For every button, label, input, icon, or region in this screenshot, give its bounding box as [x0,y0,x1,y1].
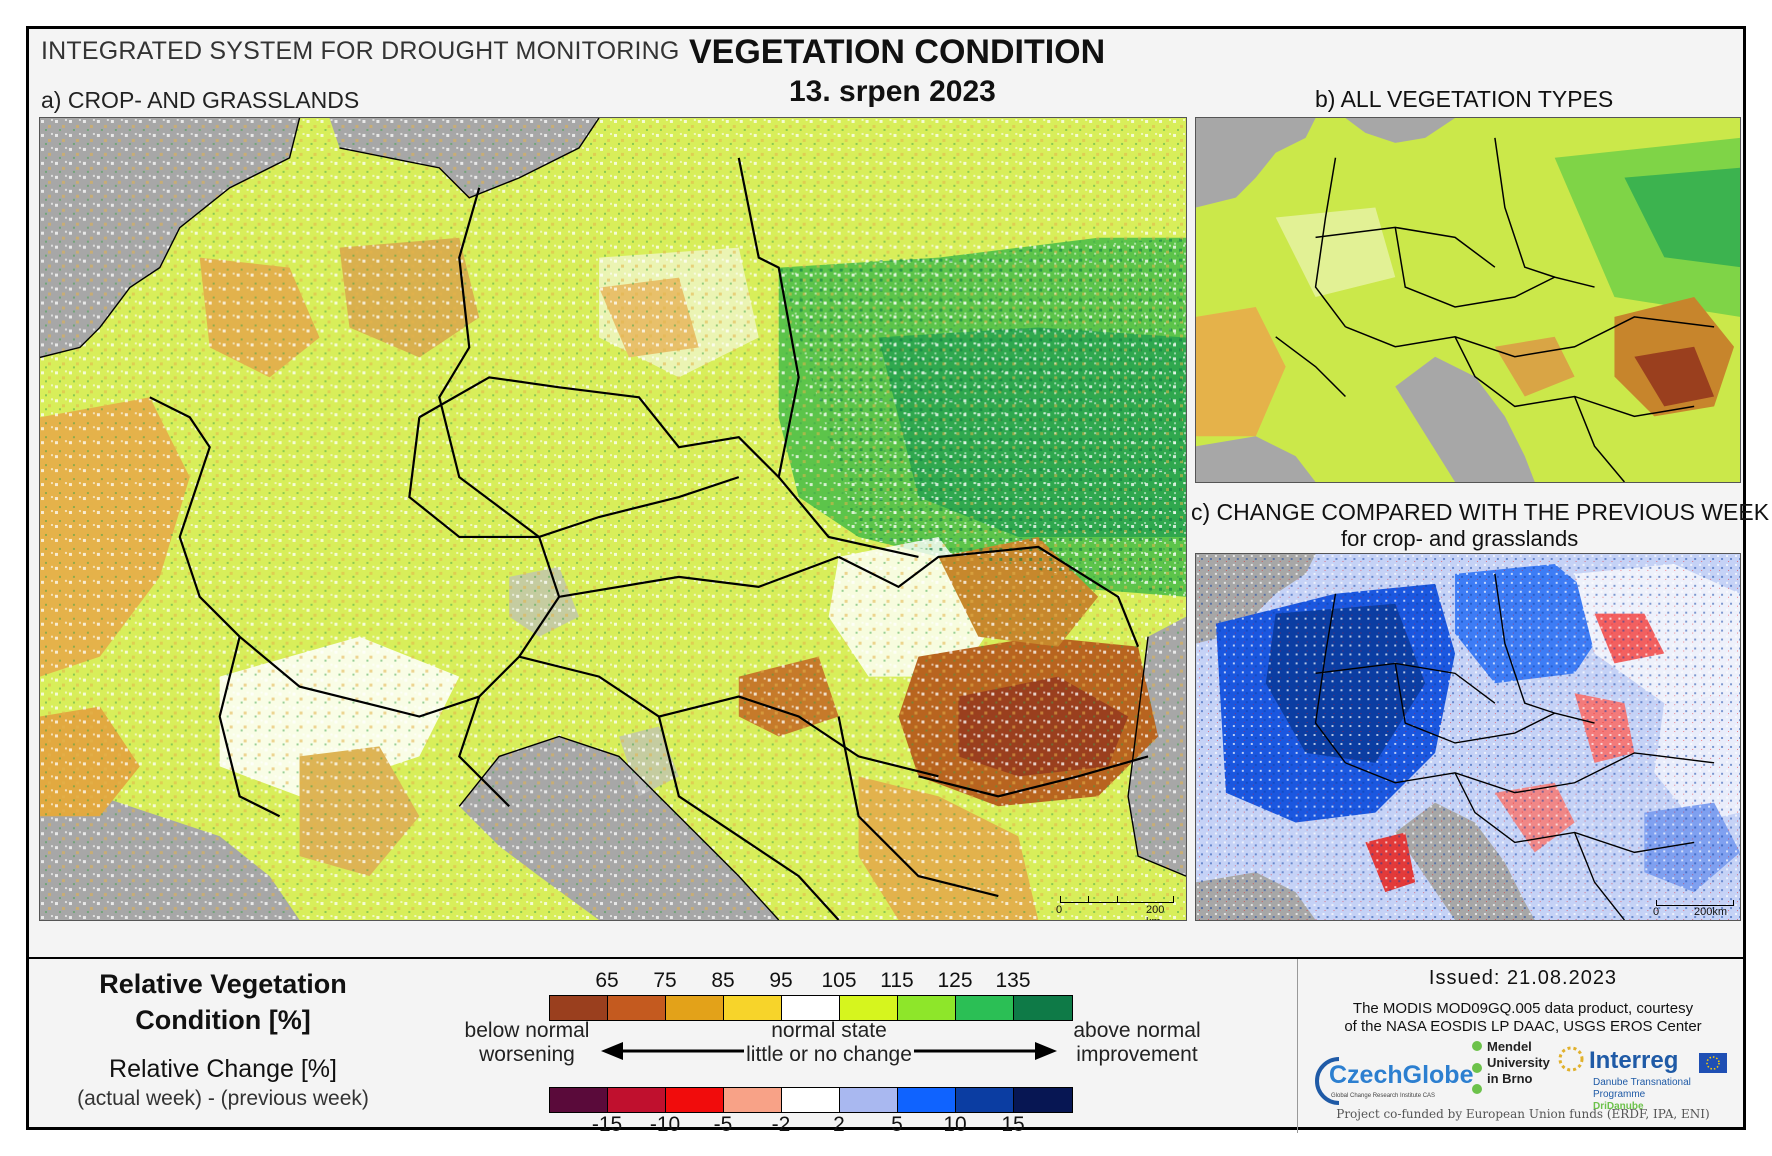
rc-title: Relative Change [%] [109,1055,337,1083]
rc-subtitle: (actual week) - (previous week) [77,1087,369,1110]
right-arrow-icon [914,1042,1057,1060]
info-divider [1297,959,1298,1133]
rc-tick-label: -10 [649,1113,681,1136]
rvc-swatch [956,996,1014,1020]
rc-tick-label: 2 [833,1113,845,1136]
map-c-svg [1196,554,1740,920]
rc-swatch [840,1088,898,1112]
rvc-tick-label: 95 [769,969,793,992]
scale-bar-c: 0 200km [1653,900,1736,920]
rvc-tick-label: 125 [937,969,973,992]
mendel-logo: Mendel University in Brno [1472,1039,1550,1094]
left-arrow-icon [601,1042,744,1060]
courtesy-line2: of the NASA EOSDIS LP DAAC, USGS EROS Ce… [1344,1018,1702,1035]
interreg-star-icon [1558,1046,1584,1072]
rvc-swatch [840,996,898,1020]
rc-tick-label: -15 [591,1113,623,1136]
rc-tick-label: -5 [713,1113,733,1136]
scale-a-zero: 0 [1056,904,1063,916]
interreg-subtext: Danube Transnational Programme DriDanube [1593,1077,1743,1113]
rvc-swatch [550,996,608,1020]
map-weekly-change: 0 200km [1195,553,1741,921]
map-b-svg [1196,118,1740,482]
rc-swatch [666,1088,724,1112]
rvc-color-bar [549,995,1073,1021]
panel-c-label: c) CHANGE COMPARED WITH THE PREVIOUS WEE… [1191,499,1770,525]
map-a-svg [40,118,1186,920]
rc-swatch [1014,1088,1072,1112]
rvc-swatch [724,996,782,1020]
rvc-tick-label: 135 [995,969,1031,992]
rvc-tick-label: 105 [821,969,857,992]
panel-c-sublabel: for crop- and grasslands [1341,526,1579,551]
below-line1: below normal [464,1019,590,1042]
issued-date: Issued: 21.08.2023 [1428,967,1618,989]
rvc-tick-label: 65 [595,969,619,992]
rvc-swatch [1014,996,1072,1020]
rvc-swatch [782,996,840,1020]
normal-line1: normal state [771,1019,887,1042]
rc-swatch [782,1088,840,1112]
czechglobe-logo-mark [1315,1057,1340,1105]
rc-tick-label: 5 [891,1113,903,1136]
interreg-sub1: Danube Transnational Programme [1593,1077,1691,1100]
rvc-title-line1: Relative Vegetation [99,969,347,999]
scale-c-zero: 0 [1653,906,1660,918]
coastlines [40,118,1186,920]
czechglobe-text: CzechGlobe [1329,1061,1474,1089]
rvc-tick-label: 115 [880,969,914,992]
date-title: 13. srpen 2023 [789,75,996,108]
rc-swatch [956,1088,1014,1112]
rc-swatch [550,1088,608,1112]
interreg-sub2: DriDanube [1593,1101,1644,1112]
rvc-swatch [666,996,724,1020]
country-borders [149,157,1149,920]
above-line2: improvement [1076,1043,1198,1066]
mendel-line3: in Brno [1487,1071,1533,1086]
legend-divider [29,957,1743,959]
interreg-logo: Interreg [1589,1047,1679,1074]
rc-swatch [608,1088,666,1112]
panel-b-label: b) ALL VEGETATION TYPES [1315,86,1614,112]
mendel-line1: Mendel [1487,1039,1532,1054]
rvc-tick-label: 75 [653,969,677,992]
below-normal-label: below normal worsening [447,1019,607,1067]
courtesy-line1: The MODIS MOD09GQ.005 data product, cour… [1352,1000,1694,1017]
data-courtesy: The MODIS MOD09GQ.005 data product, cour… [1303,1000,1743,1036]
rc-tick-label: -2 [771,1113,791,1136]
system-title: INTEGRATED SYSTEM FOR DROUGHT MONITORING [41,37,680,65]
main-title: VEGETATION CONDITION [689,33,1106,71]
eu-flag-icon [1699,1053,1727,1073]
rc-tick-label: 15 [1001,1113,1025,1136]
rc-swatch [898,1088,956,1112]
scale-bar-a: 0 200 km [1056,896,1176,920]
rvc-swatch [898,996,956,1020]
map-all-vegetation [1195,117,1741,483]
normal-state-label: normal state little or no change [729,1019,929,1067]
rc-swatch [724,1088,782,1112]
czechglobe-logo: CzechGlobe Global Change Research Instit… [1311,1053,1491,1112]
below-line2: worsening [479,1043,575,1066]
normal-line2: little or no change [746,1043,912,1066]
rc-color-bar [549,1087,1073,1113]
panel-a-label: a) CROP- AND GRASSLANDS [41,87,360,113]
funding-note: Project co-funded by European Union fund… [1336,1107,1710,1121]
rvc-title-line2: Condition [%] [135,1005,311,1035]
scale-c-end: 200km [1694,906,1728,918]
figure-frame: INTEGRATED SYSTEM FOR DROUGHT MONITORING… [26,26,1769,1136]
map-crop-grasslands: 0 200 km [39,117,1187,921]
mendel-dots-icon [1472,1041,1482,1094]
rvc-swatch [608,996,666,1020]
czechglobe-subtext: Global Change Research Institute CAS [1331,1093,1436,1099]
rc-tick-label: 10 [943,1113,967,1136]
scale-a-end: 200 km [1146,904,1165,920]
above-normal-label: above normal improvement [1057,1019,1217,1067]
mendel-line2: University [1487,1055,1550,1070]
rvc-tick-label: 85 [711,969,735,992]
above-line1: above normal [1073,1019,1201,1042]
